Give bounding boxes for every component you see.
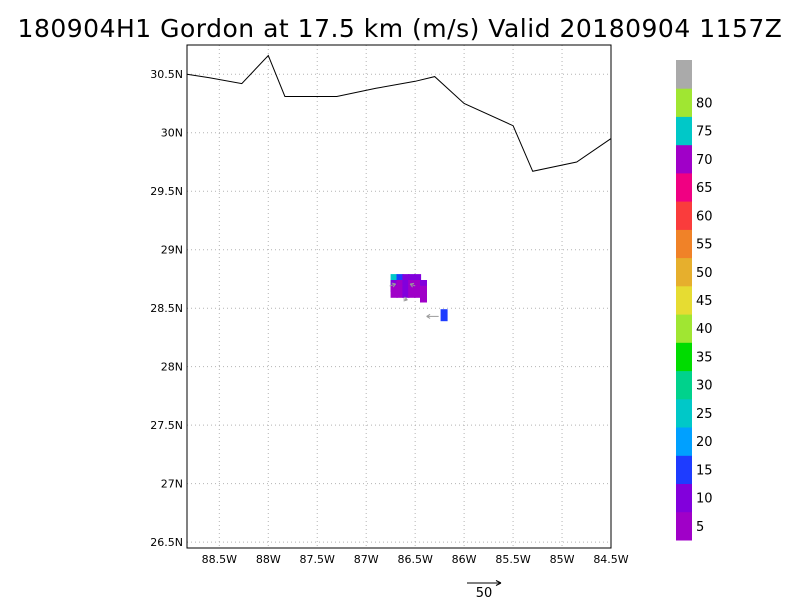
colorbar-swatch	[676, 88, 692, 117]
colorbar-label: 35	[696, 351, 713, 366]
colorbar-label: 10	[696, 492, 713, 507]
grid-lines	[187, 45, 612, 548]
colorbar-label: 15	[696, 463, 713, 478]
colorbar-swatch	[676, 511, 692, 541]
coastline	[186, 54, 612, 172]
lon-tick-label: 84.5W	[593, 553, 628, 566]
wind-speed-cell	[390, 285, 398, 298]
colorbar-swatch	[676, 229, 692, 259]
colorbar: 5 10 15 20 25 30 35 40 45 50 55 60 65 70 75 80	[676, 60, 713, 541]
lat-tick-label: 29N	[161, 244, 183, 257]
wind-speed-cell	[402, 285, 410, 298]
colorbar-label: 70	[696, 153, 713, 168]
wind-speed-cell	[396, 285, 404, 298]
lon-tick-label: 85W	[550, 553, 575, 566]
wind-vector-arrow	[426, 313, 439, 319]
colorbar-swatch	[676, 342, 692, 372]
colorbar-label: 75	[696, 125, 713, 140]
lat-tick-label: 27.5N	[150, 419, 183, 432]
colorbar-swatch	[676, 172, 692, 202]
wind-speed-cell	[420, 290, 427, 303]
wind-speed-cell	[414, 285, 422, 298]
coastline-path	[186, 54, 612, 172]
lon-tick-label: 85.5W	[495, 553, 530, 566]
page-title: 180904H1 Gordon at 17.5 km (m/s) Valid 2…	[17, 14, 783, 43]
colorbar-swatch	[676, 144, 692, 174]
wind-speed-cells	[390, 274, 448, 322]
colorbar-label: 40	[696, 322, 713, 337]
lon-tick-label: 88.5W	[202, 553, 237, 566]
lon-tick-label: 88W	[256, 553, 281, 566]
colorbar-label: 20	[696, 435, 713, 450]
map-frame	[186, 44, 612, 549]
lat-tick-label: 30N	[161, 127, 183, 140]
reference-vector-label: 50	[476, 586, 493, 600]
colorbar-swatch	[676, 455, 692, 484]
colorbar-swatch	[676, 60, 692, 89]
colorbar-label: 45	[696, 294, 713, 309]
colorbar-label: 60	[696, 209, 713, 224]
wind-vector-arrow	[403, 296, 408, 302]
colorbar-swatch	[676, 116, 692, 146]
colorbar-label: 30	[696, 379, 713, 394]
wind-vector-arrow	[389, 282, 397, 288]
colorbar-label: 50	[696, 266, 713, 281]
lat-tick-label: 27N	[161, 478, 183, 491]
colorbar-label: 25	[696, 407, 713, 422]
wind-vectors	[389, 282, 439, 319]
reference-vector: 50	[467, 580, 502, 600]
lon-tick-label: 86.5W	[397, 553, 432, 566]
colorbar-label: 80	[696, 96, 713, 111]
colorbar-swatch	[676, 285, 692, 315]
wind-vector-arrow	[409, 282, 416, 288]
lon-tick-label: 87.5W	[300, 553, 335, 566]
colorbar-swatch	[676, 257, 692, 287]
lat-tick-label: 30.5N	[150, 68, 183, 81]
lat-tick-label: 29.5N	[150, 185, 183, 198]
colorbar-swatch	[676, 483, 692, 513]
reference-arrow-head	[495, 580, 502, 586]
colorbar-label: 5	[696, 520, 704, 535]
colorbar-swatch	[676, 427, 692, 456]
wind-speed-cell	[440, 309, 448, 322]
colorbar-swatch	[676, 314, 692, 343]
colorbar-swatch	[676, 398, 692, 428]
wind-speed-cell	[408, 285, 416, 298]
lat-tick-label: 28N	[161, 361, 183, 374]
colorbar-swatch	[676, 370, 692, 400]
lat-tick-label: 28.5N	[150, 302, 183, 315]
lat-tick-label: 26.5N	[150, 536, 183, 549]
axis-tick-labels: 30.5N 30N 29.5N 29N 28.5N 28N 27.5N 27N 26.5N 88.…	[150, 68, 629, 566]
colorbar-label: 65	[696, 181, 713, 196]
colorbar-swatch	[676, 201, 692, 230]
lon-tick-label: 86W	[452, 553, 477, 566]
colorbar-label: 55	[696, 238, 713, 253]
lon-tick-label: 87W	[354, 553, 379, 566]
